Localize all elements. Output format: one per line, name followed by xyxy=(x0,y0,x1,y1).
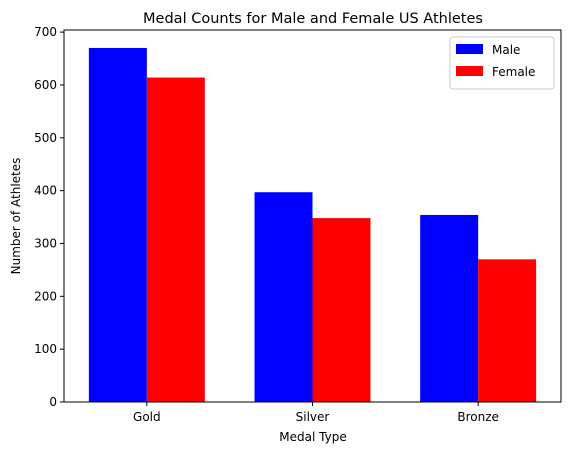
chart-title: Medal Counts for Male and Female US Athl… xyxy=(143,11,483,27)
x-tick-label: Silver xyxy=(296,410,330,424)
y-tick-label: 0 xyxy=(49,395,57,409)
bar-female-gold xyxy=(146,77,205,402)
y-tick-label: 600 xyxy=(34,78,57,92)
x-tick-label: Bronze xyxy=(457,410,499,424)
y-tick-label: 100 xyxy=(34,342,57,356)
bar-male-bronze xyxy=(420,214,479,402)
plot-frame xyxy=(63,29,562,403)
bars-group xyxy=(88,47,537,402)
legend: Male Female xyxy=(449,36,555,90)
legend-label-male: Male xyxy=(492,43,520,57)
y-axis: 0 100 200 300 400 500 600 700 xyxy=(34,25,64,409)
x-axis-label: Medal Type xyxy=(279,430,346,444)
y-tick-label: 200 xyxy=(34,289,57,303)
legend-swatch-male xyxy=(456,44,483,54)
y-tick-label: 500 xyxy=(34,131,57,145)
bar-female-bronze xyxy=(478,259,537,402)
bar-male-gold xyxy=(88,47,147,402)
x-tick-label: Gold xyxy=(133,410,161,424)
bar-male-silver xyxy=(254,192,313,402)
legend-label-female: Female xyxy=(492,65,535,79)
x-axis: Gold Silver Bronze xyxy=(133,402,499,424)
legend-swatch-female xyxy=(456,66,483,76)
y-tick-label: 300 xyxy=(34,236,57,250)
y-tick-label: 700 xyxy=(34,25,57,39)
y-tick-label: 400 xyxy=(34,184,57,198)
y-axis-label: Number of Athletes xyxy=(9,158,23,275)
bar-female-silver xyxy=(312,218,371,402)
